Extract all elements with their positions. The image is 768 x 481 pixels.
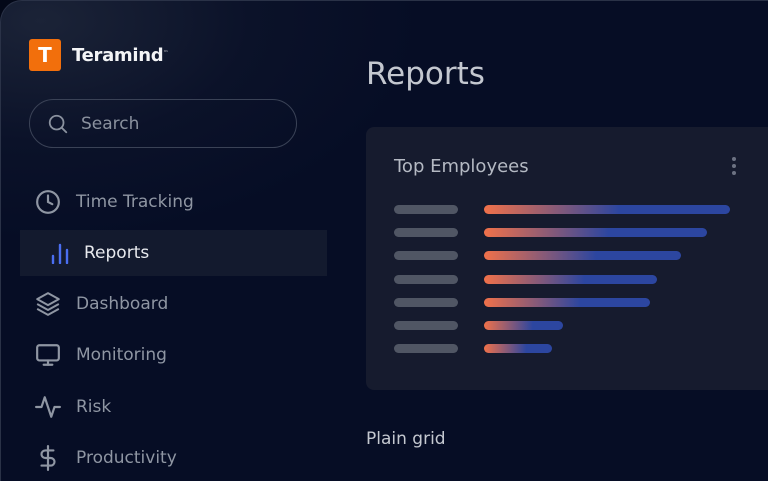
sidebar-item-reports[interactable]: Reports [20, 230, 327, 276]
employee-bar [484, 344, 552, 354]
dollar-icon [34, 444, 62, 472]
employee-bar [484, 205, 730, 214]
sidebar-item-time-tracking[interactable]: Time Tracking [20, 179, 327, 225]
clock-icon [34, 188, 62, 216]
sidebar-item-productivity[interactable]: Productivity [20, 435, 327, 481]
activity-icon [34, 393, 62, 421]
employee-bar [484, 251, 682, 261]
sidebar-item-monitoring[interactable]: Monitoring [20, 332, 327, 378]
employee-name-placeholder [394, 251, 458, 261]
search-box[interactable] [29, 99, 297, 148]
employee-name-placeholder [394, 344, 458, 354]
sidebar-item-label: Reports [84, 243, 150, 263]
sidebar-item-label: Risk [76, 397, 112, 417]
logo-mark: T [29, 39, 61, 71]
brand-name: Teramind [72, 44, 164, 66]
employee-bar [484, 297, 651, 307]
sidebar-item-label: Productivity [76, 448, 177, 468]
search-icon [48, 114, 68, 133]
page-title: Reports [366, 56, 485, 92]
sidebar-item-dashboard[interactable]: Dashboard [20, 281, 327, 327]
monitor-icon [34, 341, 62, 369]
sidebar-item-label: Time Tracking [76, 192, 194, 212]
bar-chart-icon [50, 239, 70, 267]
top-employees-card: Top Employees [366, 127, 768, 390]
employee-name-placeholder [394, 274, 458, 284]
employee-bar [484, 274, 657, 284]
employee-name-placeholder [394, 321, 458, 330]
more-vertical-icon[interactable] [730, 157, 738, 177]
sidebar-item-label: Dashboard [76, 294, 169, 314]
trademark: ™ [163, 49, 169, 56]
card-title: Top Employees [394, 156, 529, 177]
employee-bar [484, 321, 563, 330]
search-input[interactable] [79, 112, 283, 135]
section-title: Plain grid [366, 429, 446, 449]
layers-icon [34, 290, 62, 318]
employee-name-placeholder [394, 228, 458, 238]
employee-name-placeholder [394, 297, 458, 307]
brand-logo: T Teramind™ [29, 39, 168, 71]
employee-bar [484, 228, 708, 238]
employee-name-placeholder [394, 205, 458, 214]
sidebar-item-risk[interactable]: Risk [20, 384, 327, 430]
sidebar-item-label: Monitoring [76, 345, 167, 365]
